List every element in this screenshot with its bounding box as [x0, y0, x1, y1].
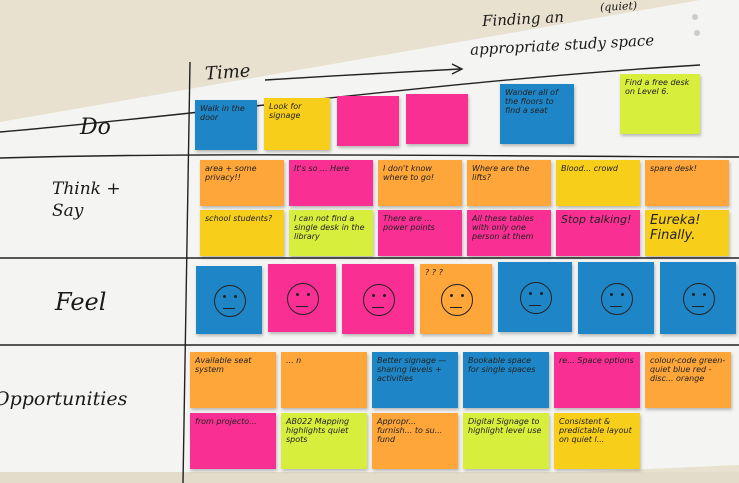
sticky-note-feel — [196, 266, 262, 334]
sticky-note-do — [337, 96, 399, 146]
row-label-do: Do — [80, 115, 111, 140]
sticky-note-text: Walk in the door — [200, 104, 245, 123]
sticky-note-text: Consistent & predictable layout on quiet… — [559, 417, 632, 445]
face-drawing-icon — [601, 283, 633, 315]
sticky-note-text: ? ? ? — [425, 268, 443, 277]
sticky-note-text: ... n — [286, 356, 302, 365]
sticky-note-text: Wander all of the floors to find a seat — [505, 88, 558, 116]
sticky-note-think-say: Blood... crowd — [556, 160, 640, 206]
sticky-note-feel — [578, 262, 654, 334]
face-drawing-icon — [287, 283, 319, 315]
sticky-note-text: colour-code green-quiet blue red - disc.… — [650, 356, 726, 384]
sticky-note-text: Find a free desk on Level 6. — [625, 78, 690, 97]
sticky-note-feel — [268, 264, 336, 332]
sticky-note-think-say: spare desk! — [645, 160, 729, 206]
face-drawing-icon — [363, 284, 395, 316]
sticky-note-text: I don't know where to go! — [383, 164, 435, 183]
sticky-note-do: Walk in the door — [195, 100, 257, 150]
sticky-note-opportunities: from projecto... — [190, 413, 276, 469]
sticky-note-feel — [660, 262, 736, 334]
sticky-note-text: area + some privacy!! — [205, 164, 257, 183]
sticky-note-do: Find a free desk on Level 6. — [620, 74, 700, 134]
sticky-note-text: from projecto... — [195, 417, 257, 426]
binder-hole — [694, 30, 700, 36]
sticky-note-think-say: area + some privacy!! — [200, 160, 284, 206]
sticky-note-text: Stop talking! — [561, 213, 632, 226]
sticky-note-opportunities: Better signage — sharing levels + activi… — [372, 352, 458, 408]
sticky-note-think-say: It's so ... Here — [289, 160, 373, 206]
sticky-note-text: There are ... power points — [383, 214, 435, 233]
row-label-feel: Feel — [55, 288, 107, 316]
sticky-note-text: It's so ... Here — [294, 164, 350, 173]
face-drawing-icon — [214, 285, 246, 317]
sticky-note-text: Look for signage — [269, 102, 302, 121]
sticky-note-think-say: Eureka! Finally. — [645, 210, 729, 256]
sticky-note-text: Better signage — sharing levels + activi… — [377, 356, 447, 384]
sticky-note-think-say: All these tables with only one person at… — [467, 210, 551, 256]
sticky-note-think-say: I can not find a single desk in the libr… — [289, 210, 373, 256]
board-title-insert: (quiet) — [599, 0, 638, 14]
sticky-note-think-say: There are ... power points — [378, 210, 462, 256]
sticky-note-text: Bookable space for single spaces — [468, 356, 536, 375]
sticky-note-opportunities: re... Space options — [554, 352, 640, 408]
sticky-note-opportunities: Consistent & predictable layout on quiet… — [554, 413, 640, 469]
sticky-note-feel: ? ? ? — [420, 264, 492, 334]
sticky-note-opportunities: Available seat system — [190, 352, 276, 408]
sticky-note-opportunities: AB022 Mapping highlights quiet spots — [281, 413, 367, 469]
sticky-note-think-say: Stop talking! — [556, 210, 640, 256]
sticky-note-text: school students? — [205, 214, 273, 223]
sticky-note-text: Where are the lifts? — [472, 164, 530, 183]
row-label-think-say: Think + Say — [52, 179, 121, 222]
sticky-note-text: Digital Signage to highlight level use — [468, 417, 542, 436]
sticky-note-think-say: I don't know where to go! — [378, 160, 462, 206]
sticky-note-think-say: Where are the lifts? — [467, 160, 551, 206]
sticky-note-text: Blood... crowd — [561, 164, 618, 173]
sticky-note-text: Appropr... furnish... to su... fund — [377, 417, 443, 445]
sticky-note-opportunities: Digital Signage to highlight level use — [463, 413, 549, 469]
sticky-note-do — [406, 94, 468, 144]
sticky-note-text: re... Space options — [559, 356, 634, 365]
face-drawing-icon — [441, 284, 473, 316]
sticky-note-opportunities: Bookable space for single spaces — [463, 352, 549, 408]
face-drawing-icon — [683, 283, 715, 315]
time-axis-label: Time — [204, 60, 252, 85]
binder-hole — [692, 14, 698, 20]
sticky-note-text: Available seat system — [195, 356, 252, 375]
row-label-opportunities: Opportunities — [0, 388, 128, 410]
sticky-note-feel — [342, 264, 414, 334]
sticky-note-text: spare desk! — [650, 164, 697, 173]
sticky-note-text: All these tables with only one person at… — [472, 214, 534, 242]
sticky-note-opportunities: ... n — [281, 352, 367, 408]
sticky-note-text: AB022 Mapping highlights quiet spots — [286, 417, 350, 445]
sticky-note-think-say: school students? — [200, 210, 284, 256]
wall — [0, 472, 739, 483]
sticky-note-do: Look for signage — [264, 98, 330, 150]
sticky-note-do: Wander all of the floors to find a seat — [500, 84, 574, 144]
sticky-note-opportunities: colour-code green-quiet blue red - disc.… — [645, 352, 731, 408]
sticky-note-feel — [498, 262, 572, 332]
sticky-note-text: Eureka! Finally. — [650, 213, 701, 243]
sticky-note-text: I can not find a single desk in the libr… — [294, 214, 365, 242]
sticky-note-opportunities: Appropr... furnish... to su... fund — [372, 413, 458, 469]
face-drawing-icon — [520, 282, 552, 314]
